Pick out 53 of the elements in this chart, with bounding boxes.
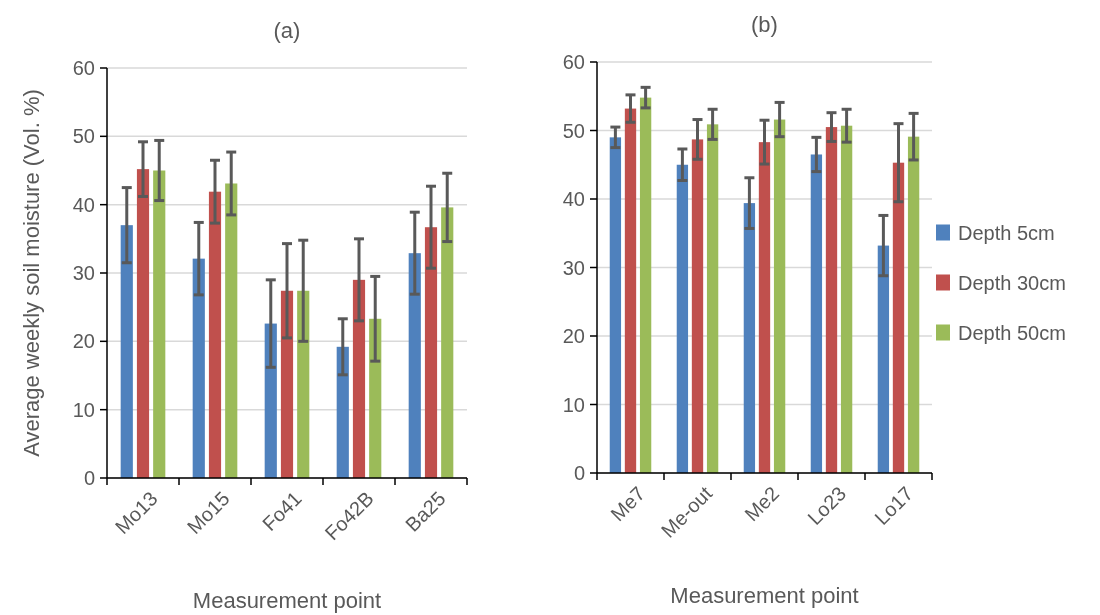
bar xyxy=(136,169,150,478)
chart-title: (a) xyxy=(273,18,301,43)
y-tick-label: 60 xyxy=(72,57,95,79)
bar xyxy=(907,136,920,473)
bar xyxy=(264,323,277,478)
y-tick-label: 0 xyxy=(573,462,585,484)
bar xyxy=(691,139,704,473)
bar xyxy=(441,207,454,478)
bar xyxy=(840,125,853,473)
y-tick-label: 20 xyxy=(562,325,585,347)
y-tick-label: 10 xyxy=(72,398,95,421)
bar xyxy=(639,97,652,473)
bar xyxy=(624,108,637,473)
y-tick-label: 50 xyxy=(562,119,585,142)
bar xyxy=(120,225,133,478)
bar xyxy=(408,253,421,478)
bar xyxy=(877,245,890,473)
y-tick-label: 30 xyxy=(562,256,585,279)
x-tick-label: Me2 xyxy=(740,482,784,526)
y-tick-label: 40 xyxy=(562,188,585,210)
bar xyxy=(424,227,438,478)
bar xyxy=(892,162,905,473)
bar xyxy=(609,137,622,473)
bar xyxy=(280,290,294,478)
bar xyxy=(758,142,771,473)
chart-title: (b) xyxy=(751,12,778,37)
bar xyxy=(208,191,222,478)
bar xyxy=(773,119,786,473)
x-axis-title: Measurement point xyxy=(670,583,859,608)
bar xyxy=(352,279,366,478)
bar xyxy=(825,127,838,473)
bar xyxy=(810,154,823,473)
bar xyxy=(706,124,719,473)
y-tick-label: 40 xyxy=(72,193,95,216)
y-tick-label: 50 xyxy=(72,125,95,148)
bar xyxy=(743,203,756,473)
y-tick-label: 0 xyxy=(83,467,95,489)
bar xyxy=(192,258,205,478)
bar xyxy=(369,318,382,478)
x-axis-title: Measurement point xyxy=(192,588,382,613)
y-tick-label: 10 xyxy=(562,393,585,416)
y-tick-label: 60 xyxy=(562,51,585,73)
legend-label: Depth 30cm xyxy=(958,271,1066,294)
bar xyxy=(225,183,238,478)
y-tick-label: 30 xyxy=(72,262,95,284)
bar xyxy=(297,290,310,478)
legend-label: Depth 50cm xyxy=(958,321,1066,344)
bar xyxy=(676,164,689,473)
bar xyxy=(336,346,349,478)
legend-label: Depth 5cm xyxy=(958,221,1055,244)
y-axis-title: Average weekly soil moisture (Vol. %) xyxy=(19,89,44,457)
bar xyxy=(153,170,166,478)
y-tick-label: 20 xyxy=(72,330,95,353)
